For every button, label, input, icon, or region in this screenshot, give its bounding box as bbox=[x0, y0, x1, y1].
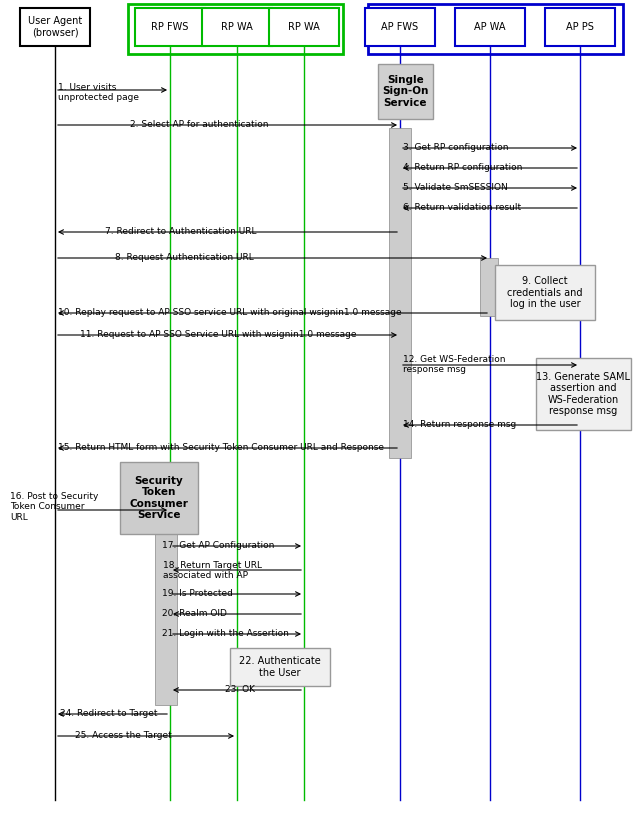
Bar bbox=[202, 8, 272, 46]
Text: 1. User visits
unprotected page: 1. User visits unprotected page bbox=[58, 83, 139, 102]
Bar bbox=[480, 258, 498, 316]
Bar bbox=[378, 64, 433, 119]
Text: 24. Redirect to Target: 24. Redirect to Target bbox=[60, 709, 158, 718]
Text: 20. Realm OID: 20. Realm OID bbox=[162, 609, 227, 618]
Text: 9. Collect
credentials and
log in the user: 9. Collect credentials and log in the us… bbox=[508, 276, 583, 309]
Text: 10. Replay request to AP SSO service URL with original wsignin1.0 message: 10. Replay request to AP SSO service URL… bbox=[58, 308, 401, 317]
Text: AP WA: AP WA bbox=[474, 22, 506, 32]
Bar bbox=[365, 8, 435, 46]
Text: 12. Get WS-Federation
response msg: 12. Get WS-Federation response msg bbox=[403, 355, 506, 374]
Text: RP WA: RP WA bbox=[288, 22, 320, 32]
Bar bbox=[135, 8, 205, 46]
Text: 16. Post to Security
Token Consumer
URL: 16. Post to Security Token Consumer URL bbox=[10, 492, 99, 522]
Text: Single
Sign-On
Service: Single Sign-On Service bbox=[382, 75, 429, 108]
Bar bbox=[368, 4, 623, 54]
Bar bbox=[128, 4, 343, 54]
Text: RP FWS: RP FWS bbox=[151, 22, 189, 32]
Text: 4. Return RP configuration: 4. Return RP configuration bbox=[403, 163, 522, 172]
Bar bbox=[389, 128, 411, 458]
Bar bbox=[230, 648, 330, 686]
Text: User Agent
(browser): User Agent (browser) bbox=[28, 17, 82, 38]
Text: 14. Return response msg: 14. Return response msg bbox=[403, 420, 516, 429]
Text: 5. Validate SmSESSION: 5. Validate SmSESSION bbox=[403, 183, 508, 192]
Bar bbox=[536, 358, 631, 430]
Text: 17. Get AP Configuration: 17. Get AP Configuration bbox=[162, 541, 274, 550]
Bar bbox=[455, 8, 525, 46]
Text: 13. Generate SAML
assertion and
WS-Federation
response msg: 13. Generate SAML assertion and WS-Feder… bbox=[537, 372, 630, 416]
Text: Security
Token
Consumer
Service: Security Token Consumer Service bbox=[130, 476, 188, 520]
Text: 7. Redirect to Authentication URL: 7. Redirect to Authentication URL bbox=[105, 227, 256, 236]
Bar bbox=[495, 265, 595, 320]
Text: AP FWS: AP FWS bbox=[382, 22, 418, 32]
Text: 22. Authenticate
the User: 22. Authenticate the User bbox=[239, 656, 321, 678]
Text: 19. Is Protected: 19. Is Protected bbox=[162, 589, 233, 598]
Bar bbox=[20, 8, 90, 46]
Text: 23. OK: 23. OK bbox=[225, 685, 255, 694]
Text: 2. Select AP for authentication: 2. Select AP for authentication bbox=[130, 120, 268, 129]
Bar bbox=[269, 8, 339, 46]
Text: 15. Return HTML form with Security Token Consumer URL and Response: 15. Return HTML form with Security Token… bbox=[58, 443, 384, 452]
Text: 6. Return validation result: 6. Return validation result bbox=[403, 203, 521, 212]
Text: 21. Login with the Assertion: 21. Login with the Assertion bbox=[162, 629, 289, 638]
Bar bbox=[120, 462, 198, 534]
Text: 3. Get RP configuration: 3. Get RP configuration bbox=[403, 143, 509, 152]
Text: 11. Request to AP SSO Service URL with wsignin1.0 message: 11. Request to AP SSO Service URL with w… bbox=[80, 330, 357, 339]
Text: AP PS: AP PS bbox=[566, 22, 594, 32]
Text: 18. Return Target URL
associated with AP: 18. Return Target URL associated with AP bbox=[163, 561, 262, 581]
Bar bbox=[155, 490, 177, 705]
Text: 8. Request Authentication URL: 8. Request Authentication URL bbox=[115, 253, 254, 262]
Text: 25. Access the Target: 25. Access the Target bbox=[75, 731, 172, 740]
Bar bbox=[545, 8, 615, 46]
Text: RP WA: RP WA bbox=[221, 22, 253, 32]
